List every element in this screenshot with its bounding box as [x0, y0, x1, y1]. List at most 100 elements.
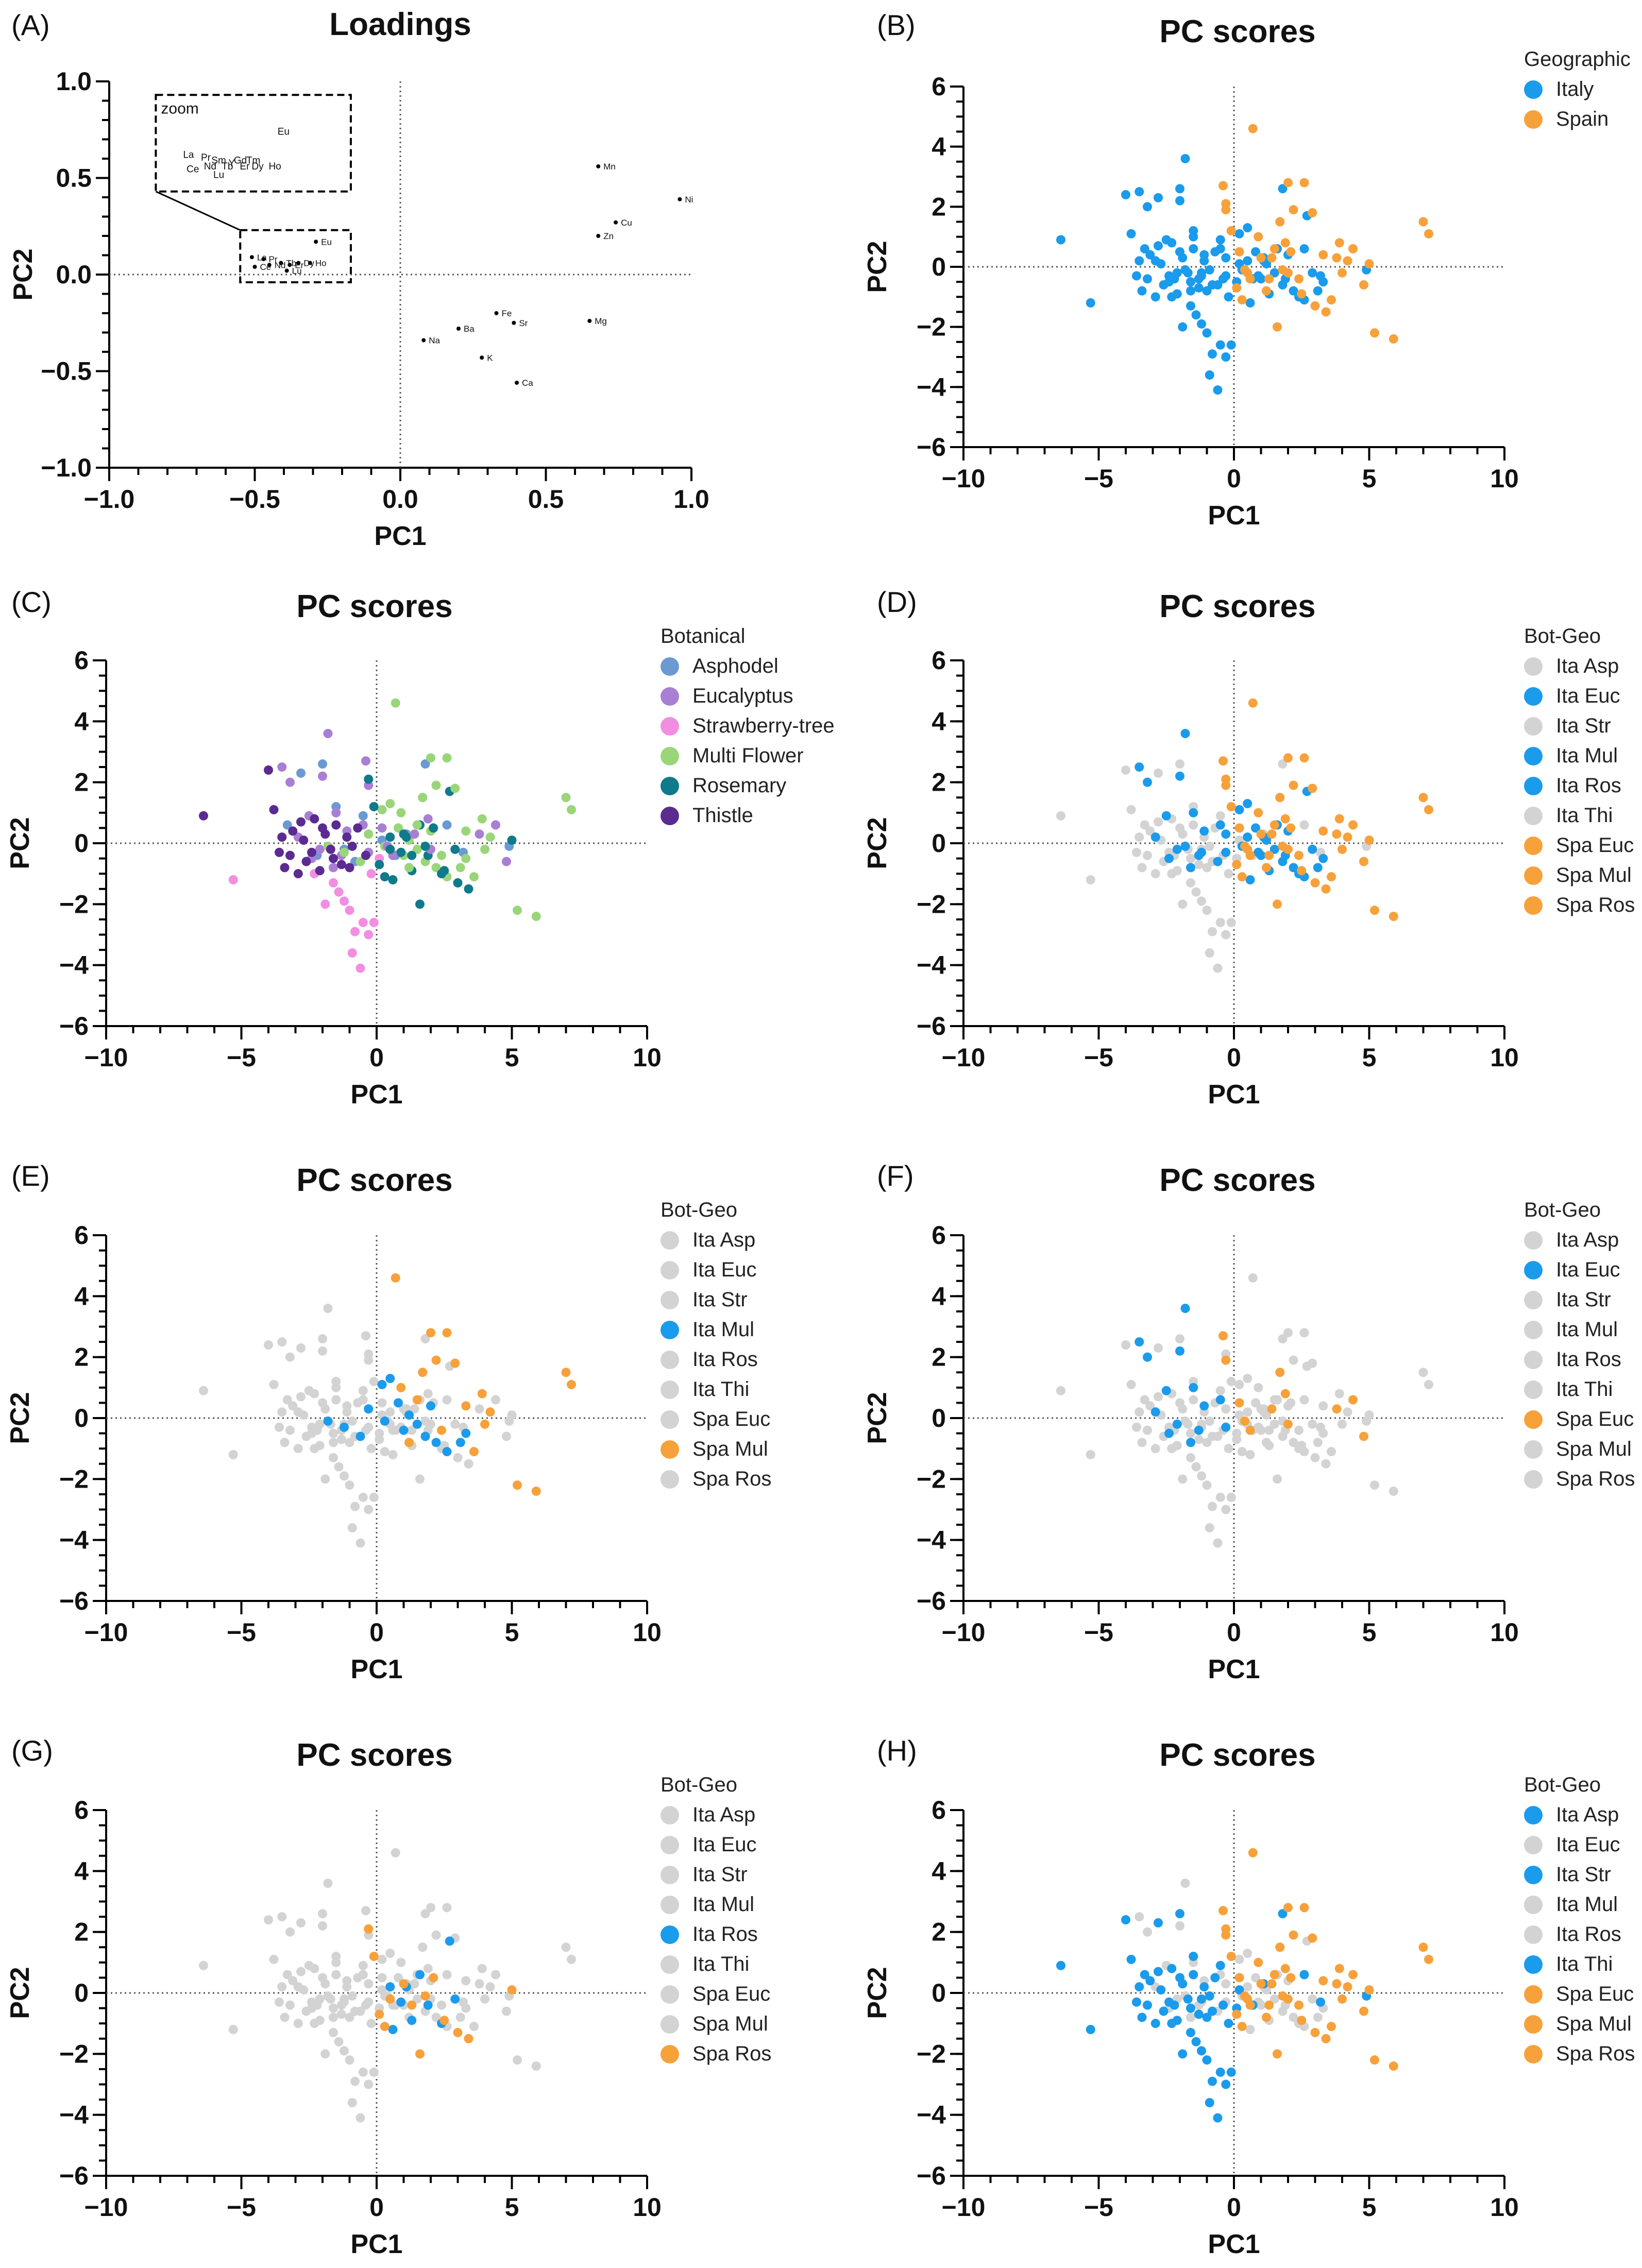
score-point	[388, 1450, 398, 1459]
legend-marker-ita-ros	[1524, 777, 1543, 795]
score-point	[1186, 1438, 1195, 1447]
score-point	[1332, 1404, 1342, 1414]
score-point	[282, 820, 292, 830]
x-tick-label: −5	[1084, 464, 1113, 493]
score-point	[1332, 829, 1342, 839]
score-point	[1164, 1997, 1174, 2007]
y-tick-label: 2	[74, 1918, 89, 1947]
loading-point	[596, 234, 601, 238]
score-point	[1221, 774, 1231, 784]
score-point	[513, 906, 522, 915]
score-point	[1178, 899, 1188, 909]
y-axis-title: PC2	[8, 248, 38, 300]
score-point	[334, 1462, 344, 1472]
score-point	[1221, 847, 1231, 857]
score-point	[315, 1441, 325, 1451]
score-point	[1175, 1346, 1184, 1356]
score-point	[1226, 917, 1236, 927]
panel-f-pc-scores-eucalyptus: (F) PC scores −10 −5 0 5 10 6 4 2 0 −2 −4 −6 PC1 PC2 Bot…	[862, 1159, 1635, 1684]
score-point	[450, 783, 460, 793]
score-point	[347, 2098, 357, 2107]
score-point	[1254, 808, 1263, 817]
score-point	[1224, 1444, 1233, 1454]
score-point	[275, 847, 284, 857]
score-point	[475, 1979, 484, 1989]
score-point	[1186, 2003, 1195, 2013]
score-point	[1143, 1927, 1152, 1937]
score-point	[342, 832, 352, 842]
legend-entry-label: Eucalyptus	[692, 685, 793, 707]
legend-entry-label: Spa Ros	[1556, 894, 1635, 916]
score-point	[369, 1492, 379, 1502]
score-point	[396, 1383, 406, 1392]
score-point	[1262, 863, 1271, 873]
score-point	[1269, 268, 1279, 278]
score-point	[310, 1389, 319, 1399]
score-point	[1218, 1331, 1228, 1341]
score-point	[469, 872, 479, 882]
score-point	[1348, 244, 1358, 253]
score-point	[329, 1453, 338, 1462]
score-point	[1251, 247, 1260, 257]
x-tick-label: 10	[1490, 1043, 1519, 1072]
legend-entry-label: Ita Mul	[1556, 744, 1618, 767]
score-point	[1243, 1374, 1252, 1384]
x-tick-label: −5	[1084, 1618, 1113, 1647]
score-point	[1234, 247, 1244, 257]
score-point	[1175, 1398, 1184, 1408]
legend-marker-ita-ros	[661, 1351, 679, 1369]
score-point	[369, 1377, 379, 1386]
score-point	[1215, 811, 1225, 821]
score-point	[1321, 1459, 1331, 1469]
score-point	[1186, 854, 1195, 863]
score-point	[385, 1407, 395, 1417]
score-point	[1254, 1383, 1263, 1392]
score-point	[442, 820, 452, 830]
score-point	[366, 1444, 376, 1454]
score-point	[1143, 202, 1152, 212]
score-point	[1359, 2006, 1368, 2016]
legend-entry-label: Spa Ros	[692, 2042, 771, 2065]
y-tick-label: −4	[59, 1526, 89, 1555]
score-point	[426, 1903, 435, 1913]
legend-marker-ita-str	[1524, 1866, 1543, 1884]
loading-point	[456, 327, 461, 331]
score-point	[1175, 1973, 1184, 1983]
score-point	[310, 814, 319, 824]
legend-entry-label: Thistle	[692, 804, 753, 827]
score-point	[1283, 1328, 1293, 1338]
x-tick-label: 0	[369, 1043, 384, 1072]
legend-entry-label: Spa Euc	[1556, 834, 1634, 857]
score-point	[1424, 1954, 1433, 1964]
score-point	[1183, 1994, 1193, 2004]
legend-marker-ita-str	[661, 1291, 679, 1309]
score-point	[1297, 1441, 1307, 1451]
y-tick-label: 4	[932, 132, 946, 161]
score-point	[1321, 307, 1331, 317]
y-tick-label: 2	[932, 192, 946, 221]
score-point	[318, 1346, 327, 1356]
legend-entry-label: Ita Ros	[692, 1923, 758, 1946]
score-point	[450, 1419, 460, 1429]
score-point	[1221, 1404, 1231, 1414]
score-point	[388, 2025, 398, 2034]
y-tick-label: 6	[932, 646, 946, 675]
panel-a-loadings: (A) Loadings −1.0 −0.5 0.0 0.5 1.0 1.0 0.5 0.0 −0.…	[8, 7, 709, 551]
score-point	[1199, 1982, 1209, 1992]
score-point	[1294, 850, 1304, 860]
score-point	[375, 860, 384, 869]
x-tick-label: −10	[84, 1618, 128, 1647]
score-point	[415, 1474, 425, 1484]
x-tick-label: 5	[1362, 2193, 1377, 2222]
score-point	[1240, 1416, 1249, 1426]
score-point	[1145, 826, 1155, 836]
score-point	[1140, 1395, 1149, 1405]
y-axis-title: PC2	[5, 1392, 35, 1444]
score-point	[1205, 2098, 1214, 2107]
score-point	[1156, 1985, 1166, 1995]
score-point	[296, 1392, 306, 1402]
legend-title: Bot-Geo	[1524, 625, 1601, 647]
score-point	[1186, 878, 1195, 888]
score-point	[567, 1954, 576, 1964]
score-point	[1264, 274, 1274, 284]
